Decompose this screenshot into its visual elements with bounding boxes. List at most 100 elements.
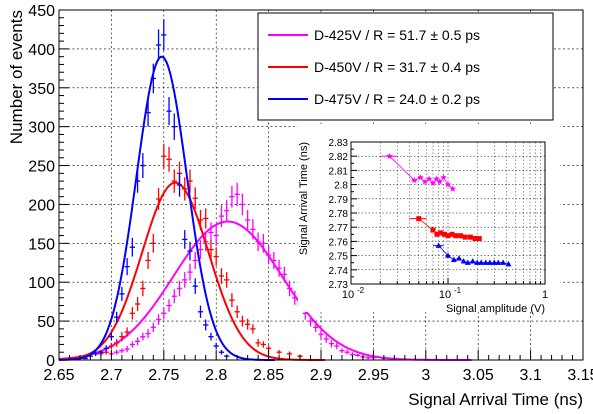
y-tick-label: 450: [28, 3, 55, 20]
y-tick-label: 300: [28, 120, 55, 137]
x-tick-label: 3.15: [567, 367, 593, 384]
x-axis-label: Signal Arrival Time (ns): [408, 390, 583, 409]
inset-data-point: [440, 174, 447, 181]
inset-y-tick-label: 2.83: [329, 138, 349, 149]
inset-data-point: [386, 152, 393, 159]
inset-data-point: [458, 233, 464, 239]
x-tick-label: 3: [421, 367, 430, 384]
inset-y-tick-label: 2.75: [329, 252, 349, 263]
inset-data-point: [505, 260, 512, 267]
inset-data-point: [450, 256, 457, 263]
inset-y-tick-label: 2.78: [329, 209, 349, 220]
inset-y-tick-label: 2.79: [329, 195, 349, 206]
inset-data-point: [411, 176, 418, 184]
inset-y-tick-label: 2.82: [329, 152, 349, 163]
inset-data-point: [416, 216, 422, 222]
inset-data-point: [436, 178, 443, 185]
inset-data-point: [445, 233, 451, 239]
inset-data-point: [495, 259, 502, 265]
inset-x-tick-label: 10: [342, 289, 354, 301]
inset-data-point: [433, 175, 440, 182]
inset-data-point: [500, 259, 507, 265]
y-tick-label: 400: [28, 42, 55, 59]
inset-background: [298, 124, 560, 312]
main-series-layer: [58, 19, 472, 361]
inset-data-point: [472, 236, 478, 242]
inset-y-axis-label: Signal Arrival Time (ns): [298, 142, 310, 255]
inset-data-point: [462, 234, 468, 240]
legend-entry-d425v: D-425V / R = 51.7 ± 0.5 ps: [268, 27, 480, 43]
inset-ticks: 10 -2 10 -1 12.732.742.752.762.772.782.792.8…: [329, 138, 549, 301]
y-tick-label: 200: [28, 197, 55, 214]
inset-series-0: [380, 152, 457, 192]
inset-grid: [351, 142, 545, 284]
inset-data-point: [476, 236, 482, 242]
inset-y-tick-label: 2.77: [329, 223, 349, 234]
inset-series-2: [432, 242, 512, 267]
x-tick-label: 2.7: [100, 367, 122, 384]
fit-curve: [58, 181, 325, 361]
inset-data-point: [449, 231, 455, 237]
inset-data-point: [486, 259, 493, 265]
inset-data-point: [429, 179, 437, 186]
inset-data-point: [444, 181, 452, 188]
inset-data-point: [482, 259, 489, 265]
inset-series-1: [409, 216, 482, 242]
y-tick-label: 250: [28, 159, 55, 176]
x-tick-label: 2.75: [148, 367, 179, 384]
legend-label-d450v: D-450V / R = 31.7 ± 0.4 ps: [314, 59, 480, 75]
inset-data-point: [456, 255, 463, 261]
inset-data-point: [469, 258, 476, 264]
inset-data-point: [434, 231, 440, 237]
x-tick-label: 2.85: [253, 367, 284, 384]
fit-curve: [58, 55, 275, 361]
inset-y-tick-label: 2.8: [334, 181, 348, 192]
inset-data-point: [453, 233, 459, 239]
inset-data-point: [417, 174, 424, 181]
x-tick-label: 3.1: [519, 367, 541, 384]
inset-data-point: [474, 259, 481, 265]
legend-entry-d450v: D-450V / R = 31.7 ± 0.4 ps: [268, 59, 480, 75]
inset-x-tick-exponent: -2: [357, 286, 365, 295]
series-1: [58, 143, 325, 361]
inset-x-tick-exponent: -1: [454, 286, 462, 295]
inset-data-point: [421, 178, 429, 185]
inset-data-point: [445, 252, 451, 258]
y-tick-label: 150: [28, 236, 55, 253]
inset-data-point: [478, 259, 485, 265]
legend-label-d425v: D-425V / R = 51.7 ± 0.5 ps: [314, 27, 480, 43]
inset-y-tick-label: 2.76: [329, 237, 349, 248]
inset-data-point: [467, 234, 473, 240]
inset-y-tick-label: 2.74: [329, 266, 349, 277]
inset-x-axis-label: Signal amplitude (V): [446, 303, 545, 315]
inset-y-tick-label: 2.81: [329, 166, 349, 177]
inset-data-point: [491, 259, 498, 265]
inset-x-tick-label: 1: [542, 289, 548, 301]
legend: D-425V / R = 51.7 ± 0.5 ps D-450V / R = …: [257, 12, 554, 121]
x-tick-label: 2.8: [205, 367, 227, 384]
inset-data-point: [449, 185, 457, 192]
inset-plot: 10 -2 10 -1 12.732.742.752.762.772.782.792.8…: [298, 124, 560, 315]
legend-label-d475v: D-475V / R = 24.0 ± 0.2 ps: [314, 91, 480, 107]
inset-data-point: [430, 227, 436, 233]
inset-data-point: [438, 230, 444, 236]
inset-data-point: [441, 231, 447, 237]
main-ticks: 2.65 2.7 2.75 2.8 2.85 2.9 2.95 3 3.05 3.1 3.15 0 50…: [28, 3, 593, 384]
x-tick-label: 2.95: [358, 367, 389, 384]
main-plot: 2.65 2.7 2.75 2.8 2.85 2.9 2.95 3 3.05 3.1 3.15 0 50…: [7, 3, 593, 409]
legend-entry-d475v: D-475V / R = 24.0 ± 0.2 ps: [268, 91, 480, 107]
y-axis-label: Number of events: [7, 10, 26, 144]
inset-y-tick-label: 2.73: [329, 280, 349, 291]
inset-x-tick-label: 10: [439, 289, 451, 301]
y-tick-label: 350: [28, 81, 55, 98]
x-tick-label: 2.9: [310, 367, 332, 384]
inset-data-point: [460, 258, 467, 264]
y-tick-label: 0: [46, 353, 55, 370]
inset-data-point: [435, 242, 442, 248]
y-tick-label: 50: [37, 314, 55, 331]
inset-data-point: [425, 175, 433, 182]
inset-series-layer: [380, 152, 512, 267]
x-tick-label: 2.65: [43, 367, 74, 384]
x-tick-label: 3.05: [463, 367, 494, 384]
